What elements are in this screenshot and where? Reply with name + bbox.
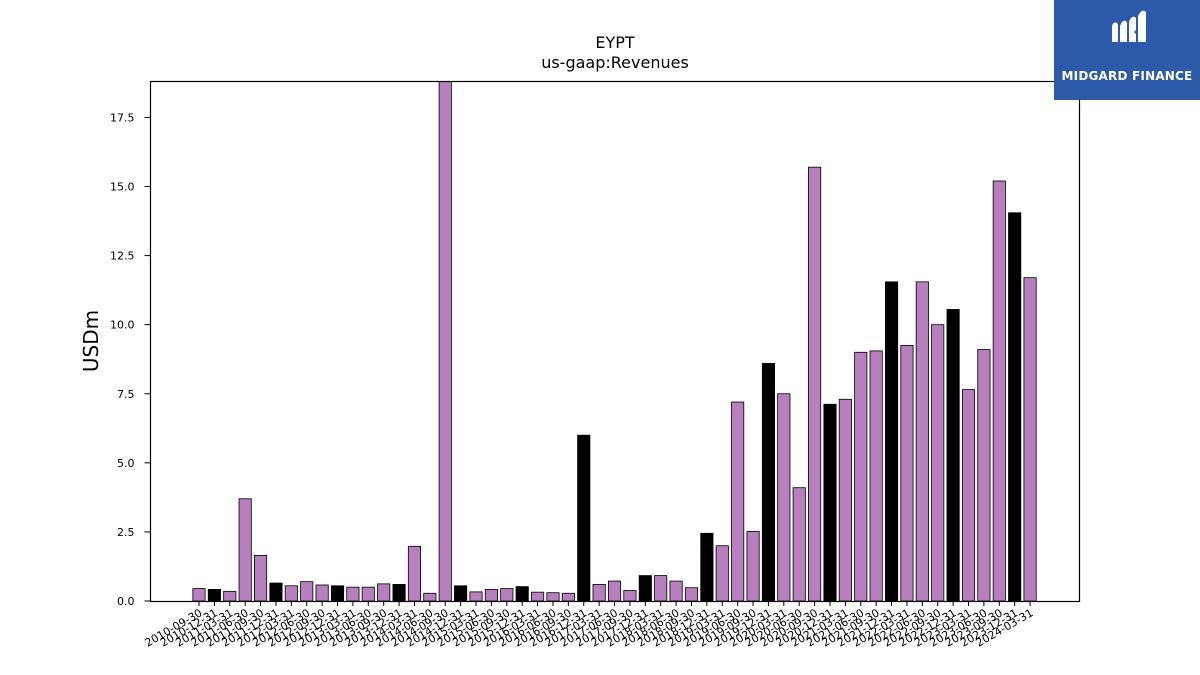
bar-2016-06-30 <box>546 592 560 602</box>
bar-2020-12-31 <box>823 403 837 602</box>
bar-2019-12-31 <box>761 362 775 602</box>
bar-2018-12-31 <box>700 532 714 602</box>
y-tick-label: 7.5 <box>117 388 135 401</box>
y-axis-label: USDm <box>79 310 103 372</box>
bar-2011-12-31 <box>269 582 283 602</box>
bar-2024-03-31 <box>1023 277 1037 602</box>
bar-2023-12-31 <box>1008 212 1022 602</box>
chart-subtitle: us-gaap:Revenues <box>541 53 689 72</box>
bar-2010-09-30 <box>192 588 206 602</box>
bar-2016-09-30 <box>561 592 575 602</box>
bar-2018-09-30 <box>684 587 699 602</box>
bar-2015-09-30 <box>500 588 514 602</box>
bar-2014-06-30 <box>423 592 437 602</box>
bar-2022-03-31 <box>900 344 914 602</box>
bar-2021-09-30 <box>869 350 883 602</box>
bar-2013-09-30 <box>377 583 391 602</box>
bar-2016-12-31 <box>577 434 591 602</box>
bar-2010-12-31 <box>207 588 221 602</box>
plot-frame <box>149 80 1081 603</box>
bar-2022-06-30 <box>915 281 929 602</box>
bar-2011-09-30 <box>254 555 268 602</box>
bar-2021-06-30 <box>854 351 868 602</box>
bar-2013-06-30 <box>361 586 375 602</box>
y-tick-label: 15.0 <box>110 181 135 194</box>
bar-2011-06-30 <box>238 498 252 602</box>
bar-2011-03-31 <box>223 590 237 602</box>
bar-2014-03-31 <box>407 545 422 602</box>
bar-2017-06-30 <box>607 580 622 602</box>
bar-2019-03-31 <box>715 545 729 602</box>
bars-group <box>192 81 1037 602</box>
bar-2021-12-31 <box>885 281 899 602</box>
bar-2023-09-30 <box>992 180 1006 602</box>
bar-2013-12-31 <box>392 584 406 602</box>
bar-2012-03-31 <box>284 585 298 602</box>
bar-2014-12-31 <box>454 585 468 602</box>
bar-2012-09-30 <box>315 584 329 602</box>
bar-2015-12-31 <box>515 586 529 602</box>
bar-2017-09-30 <box>623 590 637 602</box>
x-ticks-group: 2010-09-302010-12-312011-03-312011-06-30… <box>143 601 1036 650</box>
midgard-logo-icon <box>1112 10 1146 42</box>
bar-2019-06-30 <box>731 401 745 602</box>
y-tick-label: 17.5 <box>110 111 135 124</box>
bar-2015-06-30 <box>484 588 498 602</box>
y-ticks-group: 0.0 2.5 5.0 7.5 10.0 12.5 15.0 17.5 <box>110 111 151 608</box>
y-tick-label: 5.0 <box>117 457 135 470</box>
bar-2014-09-30 <box>438 81 452 602</box>
bar-2013-03-31 <box>346 586 360 602</box>
bar-2016-03-31 <box>531 591 545 602</box>
bar-2021-03-31 <box>838 398 852 602</box>
bar-2017-03-31 <box>592 584 606 602</box>
bar-2018-06-30 <box>669 580 683 602</box>
bar-2020-09-30 <box>808 166 822 602</box>
logo-text: MIDGARD FINANCE <box>1061 69 1193 83</box>
bar-2022-09-30 <box>931 324 945 602</box>
bar-2012-06-30 <box>300 581 314 602</box>
y-tick-label: 12.5 <box>110 250 135 263</box>
bar-2023-06-30 <box>977 349 991 602</box>
bar-2018-03-31 <box>654 575 668 602</box>
midgard-finance-logo: MIDGARD FINANCE <box>1054 0 1200 100</box>
bar-2022-12-31 <box>946 309 960 602</box>
bar-2019-09-30 <box>746 530 760 602</box>
bar-2023-03-31 <box>961 389 976 602</box>
y-tick-label: 2.5 <box>117 526 135 539</box>
y-tick-label: 10.0 <box>110 319 135 332</box>
bar-2015-03-31 <box>469 591 483 602</box>
bar-2020-06-30 <box>792 487 806 602</box>
bar-2017-12-31 <box>638 575 652 602</box>
y-tick-label: 0.0 <box>117 595 135 608</box>
bar-2012-12-31 <box>330 585 345 602</box>
bar-2020-03-31 <box>777 393 791 602</box>
chart-title: EYPT <box>595 33 635 52</box>
